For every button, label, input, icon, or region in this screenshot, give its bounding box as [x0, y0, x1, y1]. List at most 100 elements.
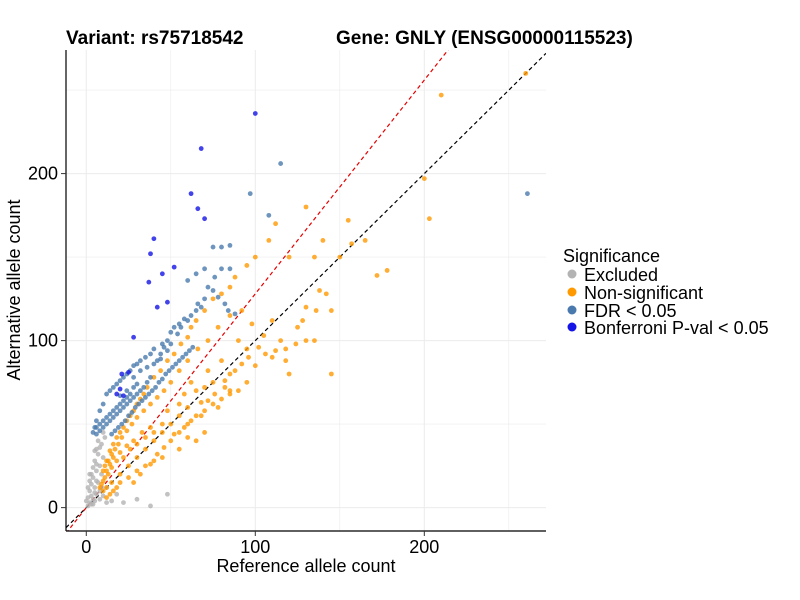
point-non-significant: [239, 361, 245, 367]
point-excluded: [121, 500, 126, 506]
point-non-significant: [252, 254, 258, 260]
point-non-significant: [134, 455, 140, 460]
point-non-significant: [161, 388, 167, 394]
point-non-significant: [210, 379, 216, 385]
point-non-significant: [222, 378, 228, 384]
point-fdr-0-05: [110, 408, 116, 414]
point-fdr-0-05: [100, 418, 106, 424]
point-excluded: [104, 500, 109, 506]
y-axis-title: Alternative allele count: [4, 199, 24, 380]
point-non-significant: [210, 296, 216, 302]
point-non-significant: [178, 341, 184, 347]
point-non-significant: [384, 268, 390, 273]
point-non-significant: [303, 204, 309, 210]
point-non-significant: [121, 455, 126, 460]
point-non-significant: [300, 318, 306, 323]
point-non-significant: [188, 379, 194, 385]
point-fdr-0-05: [100, 401, 106, 407]
point-fdr-0-05: [176, 358, 182, 364]
point-non-significant: [345, 217, 351, 223]
point-non-significant: [100, 468, 106, 474]
y-tick-label: 200: [28, 164, 58, 184]
point-non-significant: [119, 435, 125, 440]
x-tick-label: 0: [81, 537, 91, 557]
point-excluded: [95, 438, 101, 444]
point-non-significant: [303, 304, 309, 310]
point-excluded: [90, 465, 96, 470]
point-non-significant: [232, 274, 238, 280]
point-fdr-0-05: [247, 191, 253, 197]
legend-dot-bonferroni: [567, 322, 577, 332]
point-excluded: [94, 468, 99, 474]
point-non-significant: [193, 413, 199, 419]
point-fdr-0-05: [163, 371, 169, 377]
point-non-significant: [176, 401, 182, 407]
point-fdr-0-05: [114, 381, 120, 387]
point-fdr-0-05: [124, 401, 130, 407]
point-non-significant: [185, 334, 191, 340]
point-non-significant: [263, 351, 268, 357]
x-axis-ticks: 0 100 200: [81, 531, 439, 557]
point-non-significant: [523, 70, 529, 76]
point-non-significant: [286, 371, 292, 377]
point-non-significant: [176, 446, 182, 452]
point-non-significant: [235, 338, 241, 344]
point-excluded: [90, 501, 96, 507]
point-non-significant: [168, 379, 174, 385]
point-fdr-0-05: [119, 421, 125, 427]
point-fdr-0-05: [137, 368, 143, 374]
point-fdr-0-05: [94, 425, 99, 430]
point-excluded: [87, 478, 93, 484]
point-fdr-0-05: [168, 341, 174, 347]
point-non-significant: [165, 408, 170, 414]
point-non-significant: [252, 363, 258, 369]
point-non-significant: [278, 338, 284, 344]
point-non-significant: [215, 405, 221, 410]
point-fdr-0-05: [198, 304, 204, 310]
point-non-significant: [295, 324, 300, 330]
point-non-significant: [154, 451, 160, 457]
point-fdr-0-05: [156, 379, 162, 385]
point-fdr-0-05: [109, 431, 115, 437]
point-non-significant: [181, 425, 187, 430]
point-excluded: [85, 485, 91, 490]
title-variant: Variant: rs75718542: [66, 28, 243, 49]
point-non-significant: [273, 348, 278, 354]
point-non-significant: [273, 221, 278, 227]
point-non-significant: [337, 254, 343, 260]
point-fdr-0-05: [124, 388, 130, 394]
point-fdr-0-05: [183, 351, 189, 357]
point-non-significant: [171, 351, 177, 357]
point-non-significant: [227, 391, 233, 397]
point-non-significant: [168, 438, 174, 444]
point-non-significant: [269, 318, 275, 323]
point-non-significant: [349, 241, 355, 247]
point-non-significant: [181, 391, 187, 397]
point-excluded: [92, 448, 98, 454]
point-non-significant: [320, 237, 326, 243]
point-fdr-0-05: [159, 376, 165, 382]
point-fdr-0-05: [117, 408, 123, 414]
point-fdr-0-05: [149, 388, 155, 394]
point-non-significant: [124, 428, 130, 434]
point-non-significant: [159, 430, 165, 435]
point-non-significant: [195, 346, 201, 352]
point-fdr-0-05: [97, 421, 103, 427]
point-non-significant: [102, 463, 108, 469]
point-fdr-0-05: [110, 415, 116, 420]
point-bonferroni-p-val-0-05: [159, 271, 165, 277]
point-fdr-0-05: [180, 354, 186, 360]
point-fdr-0-05: [104, 415, 109, 420]
point-non-significant: [323, 291, 329, 297]
point-non-significant: [374, 273, 380, 278]
point-fdr-0-05: [114, 411, 120, 417]
point-fdr-0-05: [114, 405, 120, 410]
point-fdr-0-05: [137, 388, 143, 394]
point-non-significant: [148, 425, 153, 430]
point-non-significant: [249, 321, 255, 327]
point-fdr-0-05: [136, 401, 142, 407]
point-non-significant: [104, 468, 109, 474]
point-fdr-0-05: [168, 329, 174, 335]
point-fdr-0-05: [112, 428, 118, 434]
point-non-significant: [269, 354, 275, 360]
